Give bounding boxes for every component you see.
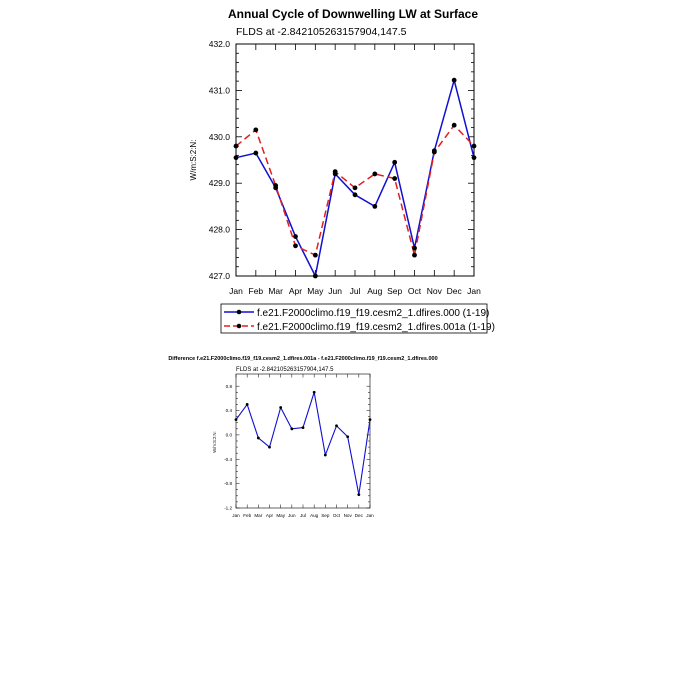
diff-plot-frame	[235, 373, 371, 509]
legend-label-000: f.e21.F2000climo.f19_f19.cesm2_1.dfires.…	[257, 308, 489, 319]
diff-series-line-0	[235, 391, 371, 496]
x-tick-label: Jan	[229, 286, 243, 296]
x-tick-label: Sep	[387, 286, 402, 296]
diff-x-tick-label: Oct	[333, 513, 341, 518]
chart-subtitle: FLDS at -2.842105263157904,147.5	[236, 26, 407, 38]
diff-y-tick-label: 0.8	[226, 384, 233, 389]
diff-axis-ticks: Jan Feb Mar Apr May Jun Jul Aug Sep Oct Nov Dec Jan-…	[224, 374, 374, 518]
data-point	[471, 155, 477, 161]
diff-x-tick-label: Dec	[355, 513, 364, 518]
data-point	[392, 176, 398, 181]
diff-data-point	[279, 406, 283, 409]
data-point	[253, 127, 259, 133]
x-tick-label: Apr	[289, 286, 302, 296]
legend-marker-000	[236, 309, 242, 315]
main-chart: Annual Cycle of Downwelling LW at Surfac…	[189, 7, 495, 334]
series-group	[233, 77, 477, 279]
diff-x-tick-label: Jul	[300, 513, 306, 518]
diff-data-point	[323, 453, 327, 457]
diff-y-tick-label: 0.4	[226, 408, 233, 413]
diff-y-tick-label: 0.0	[226, 433, 233, 438]
x-tick-label: May	[307, 286, 324, 296]
diff-data-point	[234, 418, 238, 422]
y-tick-label: 427.0	[209, 271, 231, 281]
diff-x-tick-label: May	[276, 513, 285, 518]
x-tick-label: Aug	[367, 286, 382, 296]
diff-x-tick-label: Jan	[232, 513, 240, 518]
diff-x-tick-label: Feb	[243, 513, 251, 518]
data-point	[372, 171, 378, 177]
y-tick-label: 429.0	[209, 178, 231, 188]
data-point	[352, 185, 358, 191]
y-tick-label: 430.0	[209, 132, 231, 142]
diff-y-tick-label: -0.8	[224, 481, 232, 486]
diff-data-point	[268, 445, 271, 449]
diff-data-point	[256, 436, 260, 440]
data-point	[392, 159, 398, 165]
diff-data-point	[357, 493, 361, 496]
diff-x-tick-label: Nov	[344, 513, 353, 518]
data-point	[412, 252, 417, 258]
diff-x-tick-label: Mar	[254, 513, 262, 518]
axis-ticks: Jan Feb Mar Apr May Jun Jul Aug Sep Oct Nov Dec Jan 4…	[209, 39, 481, 296]
data-point	[233, 143, 239, 149]
series-line-0	[235, 79, 475, 277]
diff-x-tick-label: Sep	[321, 513, 330, 518]
diff-y-axis-label: W/m:S:2:N:	[212, 431, 217, 452]
diff-data-point	[245, 403, 249, 406]
x-tick-label: Oct	[408, 286, 422, 296]
diff-x-tick-label: Apr	[266, 513, 274, 518]
legend-label-001a: f.e21.F2000climo.f19_f19.cesm2_1.dfires.…	[257, 322, 495, 333]
legend-marker-001a	[236, 323, 242, 329]
diff-series-group	[234, 390, 372, 496]
y-tick-label: 432.0	[209, 39, 231, 49]
difference-chart: Difference f.e21.F2000climo.f19_f19.cesm…	[168, 356, 437, 518]
data-point	[471, 143, 477, 149]
data-point	[253, 150, 259, 156]
data-point	[332, 169, 338, 175]
data-point	[233, 155, 239, 161]
x-tick-label: Mar	[268, 286, 283, 296]
data-point	[293, 243, 298, 249]
diff-chart-title: Difference f.e21.F2000climo.f19_f19.cesm…	[168, 356, 437, 362]
diff-data-point	[346, 435, 350, 439]
data-point	[293, 234, 298, 239]
x-tick-label: Jun	[328, 286, 342, 296]
diff-chart-subtitle: FLDS at -2.842105263157904,147.5	[236, 367, 334, 373]
legend: f.e21.F2000climo.f19_f19.cesm2_1.dfires.…	[220, 303, 495, 334]
data-point	[312, 252, 318, 258]
x-tick-label: Jan	[467, 286, 481, 296]
diff-x-tick-label: Jun	[288, 513, 296, 518]
data-point	[451, 77, 457, 83]
plot-frame	[235, 43, 475, 277]
data-point	[312, 273, 318, 279]
data-point	[412, 245, 417, 251]
diff-y-tick-label: -0.4	[224, 457, 232, 462]
chart-title: Annual Cycle of Downwelling LW at Surfac…	[228, 7, 478, 21]
data-point	[352, 192, 358, 198]
data-point	[451, 122, 457, 128]
diff-data-point	[368, 418, 372, 422]
y-axis-label: W/m:S:2:N:	[189, 140, 198, 181]
diff-data-point	[335, 424, 338, 428]
data-point	[273, 183, 279, 188]
y-tick-label: 431.0	[209, 85, 231, 95]
x-tick-label: Dec	[447, 286, 463, 296]
legend-box	[220, 303, 488, 334]
diff-data-point	[312, 390, 316, 394]
x-tick-label: Jul	[350, 286, 361, 296]
diff-data-point	[290, 427, 294, 431]
diff-y-tick-label: -1.2	[224, 506, 232, 511]
diff-data-point	[301, 426, 305, 429]
diff-x-tick-label: Jan	[366, 513, 374, 518]
y-tick-label: 428.0	[209, 225, 231, 235]
data-point	[431, 149, 437, 155]
x-tick-label: Feb	[249, 286, 264, 296]
x-tick-label: Nov	[427, 286, 443, 296]
diff-x-tick-label: Aug	[310, 513, 319, 518]
data-point	[372, 204, 378, 209]
